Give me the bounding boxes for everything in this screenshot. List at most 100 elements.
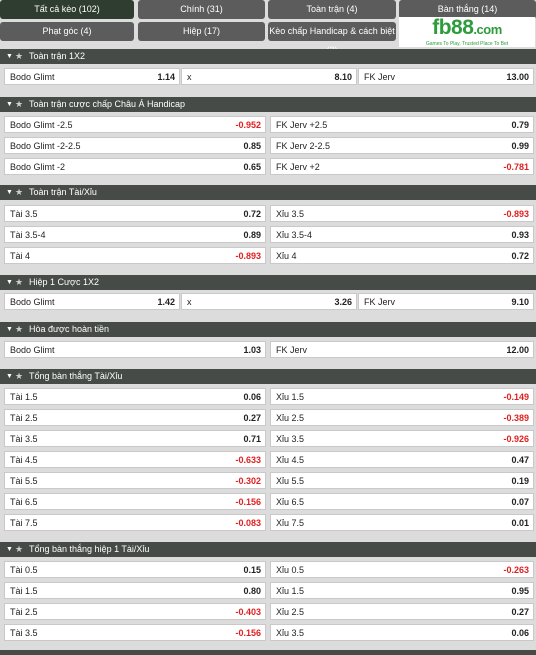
odds-value: 0.27 <box>511 607 529 617</box>
odds-cell[interactable]: Xỉu 4 0.72 <box>270 247 534 264</box>
next-section-header <box>0 650 536 655</box>
odds-cell[interactable]: Tài 0.5 0.15 <box>4 561 266 578</box>
odds-value: 1.42 <box>157 297 175 307</box>
selection-label: Bodo Glimt <box>10 297 55 307</box>
tab-full-match[interactable]: Toàn trận (4) <box>268 0 396 19</box>
market-tabs: Tất cả kèo (102) Chính (31) Toàn trận (4… <box>0 0 536 55</box>
selection-label: FK Jerv +2.5 <box>276 120 328 130</box>
odds-cell[interactable]: Xỉu 7.5 0.01 <box>270 514 534 531</box>
odds-value: -0.156 <box>235 497 261 507</box>
caret-down-icon[interactable]: ▼ <box>6 101 13 108</box>
tab-handicap[interactable]: Kèo chấp Handicap & cách biệt (3) <box>268 22 396 55</box>
section-header-first-half-goals[interactable]: ▼ ★ Tổng bàn thắng hiệp 1 Tài/Xỉu <box>0 542 536 557</box>
caret-down-icon[interactable]: ▼ <box>6 53 13 60</box>
odds-cell[interactable]: Bodo Glimt 1.14 <box>4 68 180 85</box>
odds-value: -0.149 <box>503 392 529 402</box>
odds-cell[interactable]: FK Jerv +2 -0.781 <box>270 158 534 175</box>
odds-cell[interactable]: Tài 1.5 0.80 <box>4 582 266 599</box>
odds-cell[interactable]: Tài 4.5 -0.633 <box>4 451 266 468</box>
tab-corners[interactable]: Phạt góc (4) <box>0 22 134 41</box>
odds-value: 1.03 <box>243 345 261 355</box>
selection-label: Bodo Glimt -2 <box>10 162 66 172</box>
section-header-1x2[interactable]: ▼ ★ Toàn trận 1X2 <box>0 49 536 64</box>
star-icon[interactable]: ★ <box>15 51 24 61</box>
tab-all[interactable]: Tất cả kèo (102) <box>0 0 134 19</box>
odds-cell[interactable]: Xỉu 2.5 0.27 <box>270 603 534 620</box>
tab-main[interactable]: Chính (31) <box>138 0 265 19</box>
odds-cell[interactable]: x 8.10 <box>181 68 357 85</box>
tab-halves[interactable]: Hiệp (17) <box>138 22 265 41</box>
selection-label: Xỉu 5.5 <box>276 476 305 486</box>
section-title: Hiệp 1 Cược 1X2 <box>29 277 99 287</box>
odds-value: 0.89 <box>243 230 261 240</box>
odds-cell[interactable]: Tài 3.5-4 0.89 <box>4 226 266 243</box>
star-icon[interactable]: ★ <box>15 324 24 334</box>
caret-down-icon[interactable]: ▼ <box>6 326 13 333</box>
odds-cell[interactable]: Xỉu 5.5 0.19 <box>270 472 534 489</box>
odds-cell[interactable]: Xỉu 6.5 0.07 <box>270 493 534 510</box>
star-icon[interactable]: ★ <box>15 99 24 109</box>
odds-cell[interactable]: Tài 1.5 0.06 <box>4 388 266 405</box>
selection-label: Xỉu 3.5 <box>276 434 305 444</box>
star-icon[interactable]: ★ <box>15 544 24 554</box>
caret-down-icon[interactable]: ▼ <box>6 189 13 196</box>
odds-cell[interactable]: Tài 3.5 0.72 <box>4 205 266 222</box>
section-header-over-under[interactable]: ▼ ★ Toàn trận Tài/Xỉu <box>0 185 536 200</box>
caret-down-icon[interactable]: ▼ <box>6 546 13 553</box>
section-header-asian-handicap[interactable]: ▼ ★ Toàn trận cược chấp Châu Á Handicap <box>0 97 536 112</box>
tab-goals[interactable]: Bàn thắng (14) <box>399 0 536 19</box>
odds-value: -0.893 <box>235 251 261 261</box>
odds-cell[interactable]: FK Jerv 2-2.5 0.99 <box>270 137 534 154</box>
odds-cell[interactable]: FK Jerv 12.00 <box>270 341 534 358</box>
odds-cell[interactable]: Xỉu 3.5 0.06 <box>270 624 534 641</box>
odds-cell[interactable]: Tài 4 -0.893 <box>4 247 266 264</box>
selection-label: Tài 4 <box>10 251 31 261</box>
odds-cell[interactable]: Bodo Glimt -2 0.65 <box>4 158 266 175</box>
caret-down-icon[interactable]: ▼ <box>6 279 13 286</box>
odds-cell[interactable]: Tài 5.5 -0.302 <box>4 472 266 489</box>
odds-cell[interactable]: Tài 3.5 0.71 <box>4 430 266 447</box>
odds-cell[interactable]: Tài 2.5 -0.403 <box>4 603 266 620</box>
odds-cell[interactable]: x 3.26 <box>181 293 357 310</box>
odds-cell[interactable]: FK Jerv +2.5 0.79 <box>270 116 534 133</box>
odds-cell[interactable]: Bodo Glimt 1.42 <box>4 293 180 310</box>
odds-value: 0.47 <box>511 455 529 465</box>
odds-value: 1.14 <box>157 72 175 82</box>
odds-value: 0.01 <box>511 518 529 528</box>
odds-cell[interactable]: Tài 6.5 -0.156 <box>4 493 266 510</box>
odds-cell[interactable]: Xỉu 3.5 -0.893 <box>270 205 534 222</box>
odds-cell[interactable]: Bodo Glimt -2-2.5 0.85 <box>4 137 266 154</box>
odds-cell[interactable]: Xỉu 1.5 -0.149 <box>270 388 534 405</box>
star-icon[interactable]: ★ <box>15 187 24 197</box>
star-icon[interactable]: ★ <box>15 277 24 287</box>
odds-cell[interactable]: Xỉu 1.5 0.95 <box>270 582 534 599</box>
odds-cell[interactable]: Xỉu 4.5 0.47 <box>270 451 534 468</box>
selection-label: Tài 3.5 <box>10 434 38 444</box>
selection-label: Bodo Glimt <box>10 345 55 355</box>
odds-cell[interactable]: Tài 3.5 -0.156 <box>4 624 266 641</box>
selection-label: Tài 1.5 <box>10 586 38 596</box>
section-header-total-goals[interactable]: ▼ ★ Tổng bàn thắng Tài/Xỉu <box>0 369 536 384</box>
star-icon[interactable]: ★ <box>15 371 24 381</box>
odds-cell[interactable]: Bodo Glimt 1.03 <box>4 341 266 358</box>
odds-cell[interactable]: Xỉu 3.5-4 0.93 <box>270 226 534 243</box>
section-header-first-half-1x2[interactable]: ▼ ★ Hiệp 1 Cược 1X2 <box>0 275 536 290</box>
odds-cell[interactable]: Tài 7.5 -0.083 <box>4 514 266 531</box>
section-title: Toàn trận 1X2 <box>29 51 86 61</box>
odds-cell[interactable]: Bodo Glimt -2.5 -0.952 <box>4 116 266 133</box>
odds-cell[interactable]: Xỉu 0.5 -0.263 <box>270 561 534 578</box>
odds-value: 9.10 <box>511 297 529 307</box>
odds-cell[interactable]: FK Jerv 13.00 <box>358 68 534 85</box>
selection-label: Tài 3.5-4 <box>10 230 46 240</box>
odds-value: -0.263 <box>503 565 529 575</box>
section-header-draw-no-bet[interactable]: ▼ ★ Hòa được hoàn tiền <box>0 322 536 337</box>
odds-cell[interactable]: Xỉu 3.5 -0.926 <box>270 430 534 447</box>
odds-value: 0.71 <box>243 434 261 444</box>
odds-cell[interactable]: Xỉu 2.5 -0.389 <box>270 409 534 426</box>
caret-down-icon[interactable]: ▼ <box>6 373 13 380</box>
selection-label: Tài 5.5 <box>10 476 38 486</box>
selection-label: Bodo Glimt <box>10 72 55 82</box>
logo-tagline: Games To Play, Trusted Place To Bet <box>425 41 509 47</box>
odds-cell[interactable]: FK Jerv 9.10 <box>358 293 534 310</box>
odds-cell[interactable]: Tài 2.5 0.27 <box>4 409 266 426</box>
